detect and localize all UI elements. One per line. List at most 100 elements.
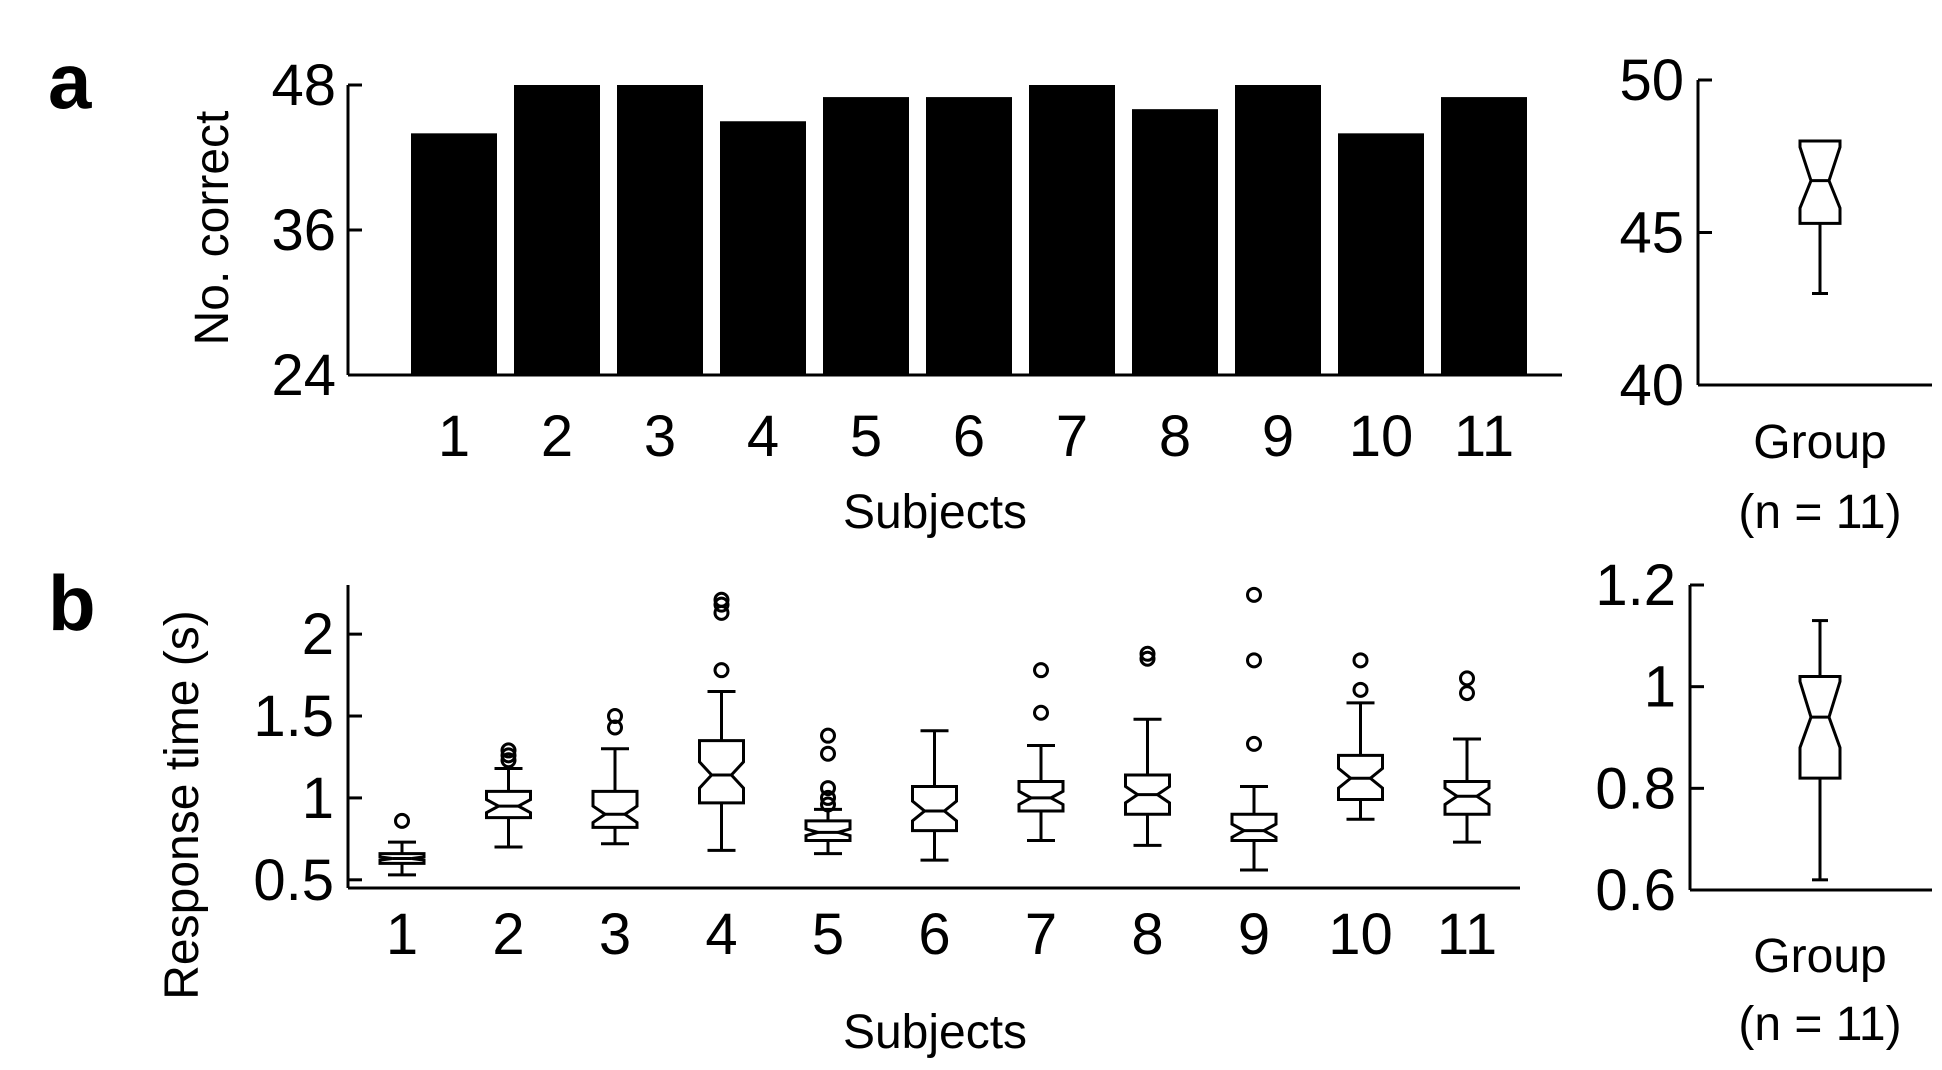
outlier-point xyxy=(820,796,836,813)
box xyxy=(1798,675,1842,780)
x-tick-label: 6 xyxy=(918,902,950,967)
x-tick-label: 7 xyxy=(1025,902,1057,967)
x-tick-label: 3 xyxy=(644,404,676,469)
y-tick-label: 50 xyxy=(1619,48,1684,113)
outlier-point xyxy=(1139,650,1156,667)
group-label-b: Group xyxy=(1753,930,1886,983)
group-boxplot-b: 0.6 0.8 1 1.2 Group (n = 11) xyxy=(1595,553,1932,1051)
box xyxy=(1017,780,1065,813)
bar xyxy=(823,97,909,375)
bar-chart-xticks: 1 2 3 4 5 6 7 8 9 10 11 xyxy=(438,404,1514,469)
outlier-point xyxy=(500,747,517,764)
x-tick-label: 5 xyxy=(850,404,882,469)
group-box-a xyxy=(1798,139,1842,295)
bar-chart-a: 24 36 48 1 2 3 4 5 6 7 8 9 10 11 No. correct Subject… xyxy=(186,53,1562,539)
y-tick-label: 1 xyxy=(302,766,334,831)
y-tick-label: 2 xyxy=(302,602,334,667)
x-tick-label: 2 xyxy=(492,902,524,967)
y-tick-label: 40 xyxy=(1619,353,1684,418)
y-tick-label: 0.8 xyxy=(1595,756,1676,821)
y-tick-label: 0.6 xyxy=(1595,858,1676,923)
bar xyxy=(1235,85,1321,375)
panel-letter-b: b xyxy=(48,559,96,647)
boxplot-chart-b: 0.5 1 1.5 2 1 2 3 4 5 6 7 8 9 10 11 Response time (s)… xyxy=(156,585,1520,1059)
x-tick-label: 4 xyxy=(705,902,737,967)
bar xyxy=(1029,85,1115,375)
y-tick-label: 36 xyxy=(271,198,336,263)
x-tick-label: 3 xyxy=(599,902,631,967)
x-tick-label: 9 xyxy=(1262,404,1294,469)
bar xyxy=(411,133,497,375)
box xyxy=(1798,139,1842,225)
bar xyxy=(1132,109,1218,376)
y-tick-label: 1.5 xyxy=(253,684,334,749)
bar xyxy=(720,121,806,375)
boxplot-ylabel: Response time (s) xyxy=(156,610,209,999)
box xyxy=(591,789,639,829)
box xyxy=(1443,780,1491,816)
x-tick-label: 4 xyxy=(747,404,779,469)
y-tick-label: 1 xyxy=(1644,655,1676,720)
y-tick-label: 1.2 xyxy=(1595,553,1676,618)
y-tick-label: 48 xyxy=(271,53,336,118)
y-tick-label: 24 xyxy=(271,343,336,408)
group-n-label-a: (n = 11) xyxy=(1738,486,1901,539)
outlier-point xyxy=(607,719,623,736)
outlier-point xyxy=(1246,586,1262,603)
bar xyxy=(926,97,1012,375)
outlier-point xyxy=(820,727,836,744)
x-tick-label: 11 xyxy=(1454,404,1514,469)
group-axes-b xyxy=(1688,585,1932,892)
x-tick-label: 1 xyxy=(438,404,470,469)
outlier-point xyxy=(500,752,517,769)
group-box-b xyxy=(1798,619,1842,882)
outlier-point xyxy=(820,745,836,762)
outlier-point xyxy=(713,662,730,679)
box-series xyxy=(378,586,1491,877)
x-tick-label: 1 xyxy=(386,902,418,967)
outlier-point xyxy=(713,591,730,608)
bar-series xyxy=(411,85,1527,376)
group-axes-a xyxy=(1696,80,1932,387)
group-label-a: Group xyxy=(1753,416,1886,469)
box xyxy=(1230,812,1278,843)
x-tick-label: 7 xyxy=(1056,404,1088,469)
bar-chart-ylabel: No. correct xyxy=(186,111,239,346)
outlier-point xyxy=(607,708,623,725)
bar xyxy=(1441,97,1527,375)
outlier-point xyxy=(820,789,836,806)
bar-chart-yticks: 24 36 48 xyxy=(271,53,362,408)
x-tick-label: 10 xyxy=(1349,404,1414,469)
boxplot-xlabel: Subjects xyxy=(843,1006,1027,1059)
bar-chart-xlabel: Subjects xyxy=(843,486,1027,539)
x-tick-label: 6 xyxy=(953,404,985,469)
group-yticks-a: 40 45 50 xyxy=(1619,48,1712,418)
box xyxy=(698,739,745,805)
box xyxy=(485,789,532,820)
outlier-point xyxy=(1033,704,1049,721)
group-yticks-b: 0.6 0.8 1 1.2 xyxy=(1595,553,1704,923)
group-boxplot-a: 40 45 50 Group (n = 11) xyxy=(1619,48,1932,539)
outlier-point xyxy=(820,780,836,797)
bar xyxy=(1338,133,1424,375)
box xyxy=(804,819,852,843)
boxplot-yticks: 0.5 1 1.5 2 xyxy=(253,602,362,913)
outlier-point xyxy=(713,596,730,613)
outlier-point xyxy=(1459,685,1475,702)
box xyxy=(911,784,958,833)
bar xyxy=(617,85,703,375)
group-n-label-b: (n = 11) xyxy=(1738,998,1901,1051)
x-tick-label: 9 xyxy=(1238,902,1270,967)
x-tick-label: 2 xyxy=(541,404,573,469)
x-tick-label: 11 xyxy=(1437,902,1497,967)
outlier-point xyxy=(394,812,410,829)
outlier-point xyxy=(1033,662,1049,679)
boxplot-xticks: 1 2 3 4 5 6 7 8 9 10 11 xyxy=(386,902,1497,967)
panel-letter-a: a xyxy=(48,37,92,125)
outlier-point xyxy=(1352,681,1369,698)
y-tick-label: 0.5 xyxy=(253,848,334,913)
x-tick-label: 8 xyxy=(1131,902,1163,967)
outlier-point xyxy=(1459,670,1475,687)
outlier-point xyxy=(1246,652,1262,669)
